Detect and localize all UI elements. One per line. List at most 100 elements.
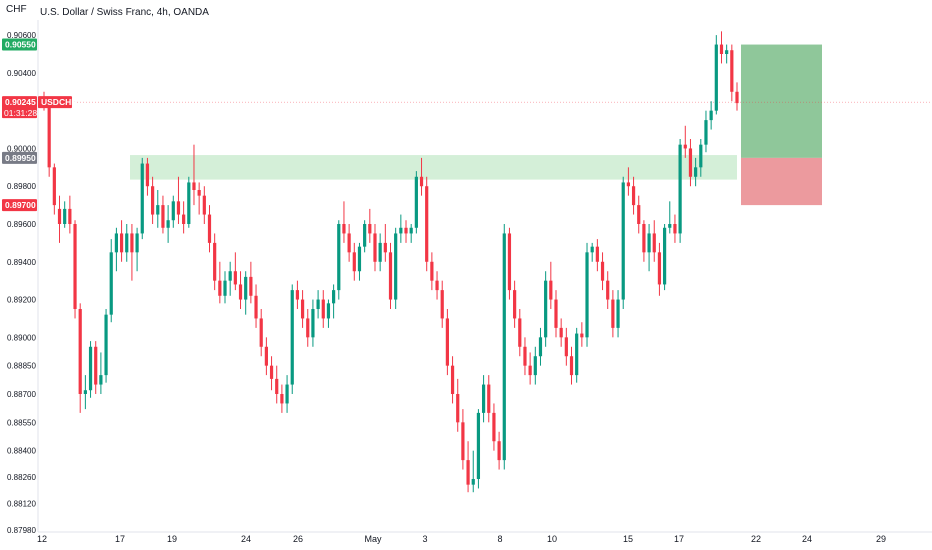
candle-body[interactable] — [538, 337, 543, 357]
candle-body[interactable] — [466, 460, 470, 485]
candle-body[interactable] — [637, 205, 641, 224]
candle-body[interactable] — [575, 333, 579, 376]
candle-body[interactable] — [668, 224, 672, 228]
candle-body[interactable] — [683, 144, 687, 149]
candle-body[interactable] — [704, 120, 708, 145]
candle-body[interactable] — [388, 252, 393, 300]
candle-body[interactable] — [161, 205, 165, 228]
candle-body[interactable] — [259, 318, 263, 347]
candle-body[interactable] — [94, 346, 98, 385]
candle-body[interactable] — [306, 318, 310, 338]
candle-body[interactable] — [68, 208, 72, 224]
candle-body[interactable] — [688, 148, 693, 177]
candle-body[interactable] — [52, 167, 56, 206]
candle-body[interactable] — [611, 299, 615, 328]
target-zone[interactable] — [741, 44, 822, 158]
candle-body[interactable] — [730, 50, 734, 92]
candle-body[interactable] — [151, 186, 155, 215]
candle-body[interactable] — [719, 44, 724, 54]
candle-body[interactable] — [352, 252, 356, 272]
candle-body[interactable] — [585, 252, 589, 338]
candle-body[interactable] — [631, 186, 636, 206]
candle-body[interactable] — [544, 280, 548, 338]
candle-body[interactable] — [378, 242, 382, 262]
candle-body[interactable] — [78, 309, 82, 394]
candle-body[interactable] — [192, 182, 196, 190]
candle-body[interactable] — [187, 182, 191, 224]
candle-body[interactable] — [456, 394, 460, 423]
candle-body[interactable] — [223, 280, 227, 296]
candle-body[interactable] — [373, 233, 377, 262]
candle-body[interactable] — [125, 233, 129, 253]
candle-body[interactable] — [321, 299, 325, 319]
candle-body[interactable] — [300, 299, 305, 319]
candle-body[interactable] — [699, 144, 703, 168]
supply-zone[interactable] — [130, 155, 737, 180]
candle-body[interactable] — [678, 144, 682, 234]
candle-body[interactable] — [109, 252, 113, 315]
candle-body[interactable] — [487, 384, 491, 413]
candle-body[interactable] — [600, 261, 605, 281]
candle-body[interactable] — [135, 233, 139, 253]
candle-body[interactable] — [471, 479, 475, 485]
candle-body[interactable] — [440, 290, 444, 319]
candle-body[interactable] — [590, 246, 594, 253]
candle-body[interactable] — [657, 252, 662, 285]
candle-body[interactable] — [140, 163, 144, 234]
candle-body[interactable] — [435, 280, 439, 291]
candle-body[interactable] — [337, 224, 341, 291]
x-axis[interactable]: 12 17 19 24 26 May 3 8 10 15 17 22 24 29 — [37, 534, 886, 544]
candle-body[interactable] — [419, 176, 424, 187]
candle-body[interactable] — [368, 224, 372, 234]
candle-body[interactable] — [290, 290, 294, 385]
candle-body[interactable] — [130, 233, 134, 253]
candle-body[interactable] — [735, 91, 739, 104]
candle-body[interactable] — [171, 201, 175, 221]
candle-body[interactable] — [662, 227, 667, 285]
candle-body[interactable] — [83, 390, 87, 394]
candle-body[interactable] — [99, 375, 103, 385]
candle-body[interactable] — [88, 346, 93, 391]
candle-body[interactable] — [518, 318, 522, 347]
candle-body[interactable] — [595, 246, 599, 262]
candle-body[interactable] — [332, 290, 336, 304]
candle-body[interactable] — [156, 205, 160, 215]
candle-body[interactable] — [626, 182, 630, 187]
candle-body[interactable] — [249, 276, 253, 296]
candle-body[interactable] — [280, 394, 284, 404]
candle-body[interactable] — [197, 190, 201, 196]
candle-body[interactable] — [228, 271, 232, 281]
candle-body[interactable] — [549, 280, 553, 300]
candle-body[interactable] — [383, 242, 387, 253]
candle-body[interactable] — [450, 365, 455, 394]
candle-body[interactable] — [580, 333, 584, 338]
candle-body[interactable] — [445, 318, 449, 366]
candle-body[interactable] — [218, 280, 222, 296]
candle-body[interactable] — [652, 233, 656, 253]
candle-body[interactable] — [207, 214, 212, 243]
candle-body[interactable] — [642, 224, 646, 253]
candle-body[interactable] — [119, 233, 124, 253]
candle-body[interactable] — [73, 224, 77, 309]
candle-body[interactable] — [404, 227, 408, 234]
candle-body[interactable] — [63, 208, 67, 224]
candle-body[interactable] — [606, 280, 610, 300]
y-axis[interactable]: 0.90600 0.90400 0.90000 0.89800 0.89600 0.894… — [7, 31, 36, 535]
candle-body[interactable] — [311, 309, 315, 338]
candle-body[interactable] — [476, 412, 481, 479]
candle-body[interactable] — [725, 50, 729, 54]
candle-body[interactable] — [104, 314, 108, 376]
candle-body[interactable] — [275, 378, 279, 394]
candle-body[interactable] — [213, 242, 217, 281]
candle-body[interactable] — [264, 346, 268, 366]
candle-body[interactable] — [523, 346, 527, 366]
candle-body[interactable] — [357, 246, 362, 272]
candle-body[interactable] — [244, 276, 248, 300]
candle-layer[interactable] — [42, 31, 739, 493]
candle-body[interactable] — [425, 186, 429, 262]
stop-zone[interactable] — [741, 157, 822, 206]
candle-body[interactable] — [166, 220, 170, 228]
candle-body[interactable] — [533, 356, 537, 376]
candle-body[interactable] — [363, 224, 367, 247]
candle-body[interactable] — [202, 195, 206, 215]
